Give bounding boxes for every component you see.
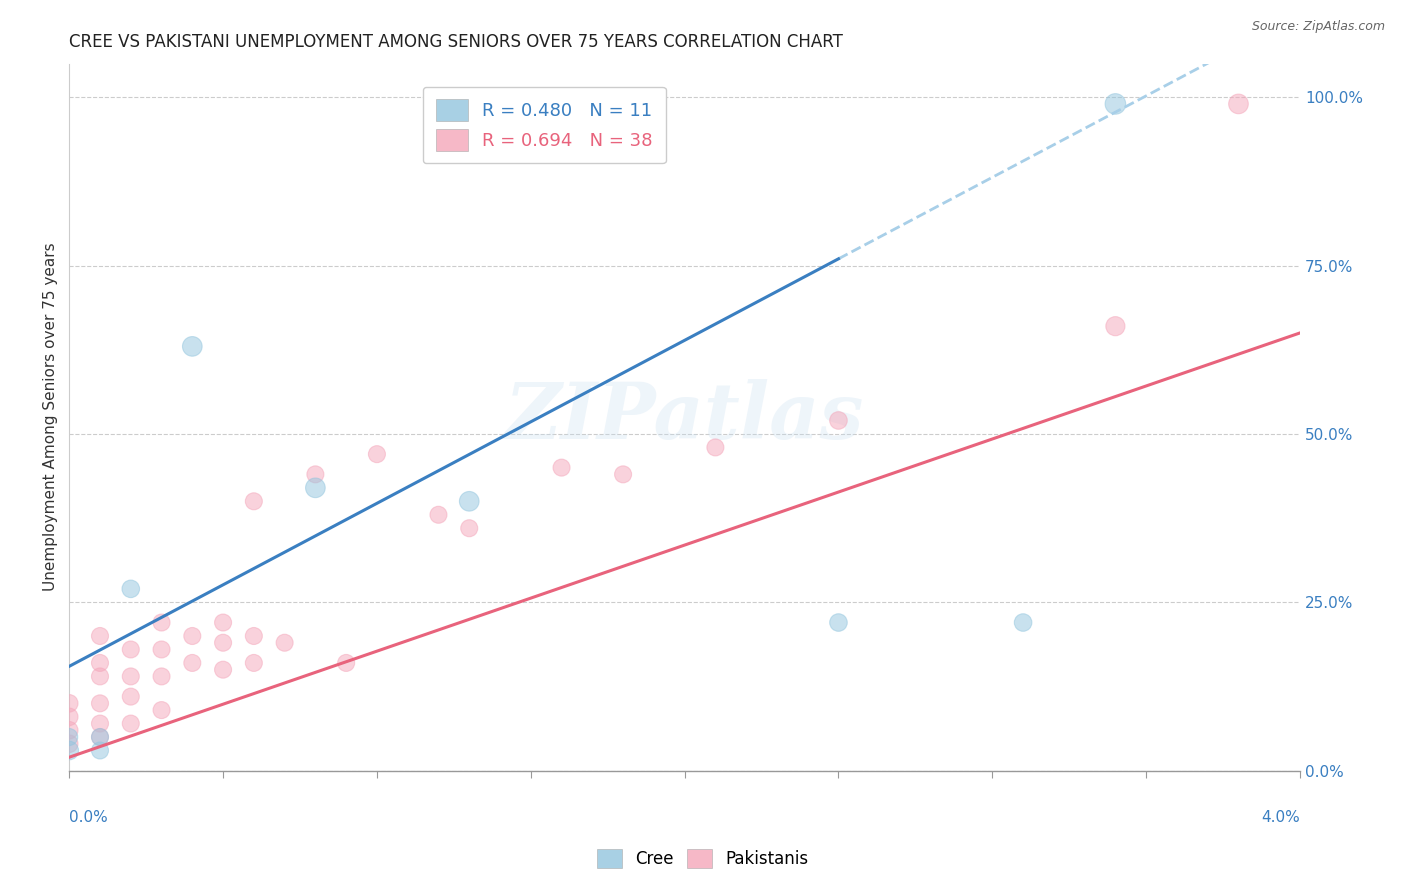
Point	[243, 629, 266, 643]
Text: 0.0%: 0.0%	[69, 810, 108, 824]
Point	[89, 629, 111, 643]
Point	[1012, 615, 1035, 630]
Point	[366, 447, 388, 461]
Text: Source: ZipAtlas.com: Source: ZipAtlas.com	[1251, 20, 1385, 33]
Point	[150, 669, 173, 683]
Point	[89, 697, 111, 711]
Text: ZIPatlas: ZIPatlas	[505, 379, 865, 455]
Point	[150, 642, 173, 657]
Point	[120, 642, 142, 657]
Point	[120, 690, 142, 704]
Point	[150, 615, 173, 630]
Point	[181, 339, 204, 353]
Point	[458, 521, 481, 535]
Text: 4.0%: 4.0%	[1261, 810, 1301, 824]
Point	[181, 629, 204, 643]
Point	[827, 615, 849, 630]
Point	[304, 467, 326, 482]
Legend: Cree, Pakistanis: Cree, Pakistanis	[591, 843, 815, 875]
Point	[120, 716, 142, 731]
Point	[120, 669, 142, 683]
Y-axis label: Unemployment Among Seniors over 75 years: Unemployment Among Seniors over 75 years	[44, 243, 58, 591]
Point	[1104, 96, 1126, 111]
Point	[89, 669, 111, 683]
Point	[58, 730, 80, 744]
Point	[550, 460, 572, 475]
Point	[212, 663, 235, 677]
Text: CREE VS PAKISTANI UNEMPLOYMENT AMONG SENIORS OVER 75 YEARS CORRELATION CHART: CREE VS PAKISTANI UNEMPLOYMENT AMONG SEN…	[69, 33, 844, 51]
Point	[427, 508, 450, 522]
Point	[58, 723, 80, 738]
Point	[1104, 319, 1126, 334]
Point	[335, 656, 357, 670]
Legend: R = 0.480   N = 11, R = 0.694   N = 38: R = 0.480 N = 11, R = 0.694 N = 38	[423, 87, 665, 163]
Point	[58, 697, 80, 711]
Point	[58, 737, 80, 751]
Point	[273, 636, 295, 650]
Point	[827, 413, 849, 427]
Point	[181, 656, 204, 670]
Point	[58, 743, 80, 757]
Point	[243, 656, 266, 670]
Point	[150, 703, 173, 717]
Point	[304, 481, 326, 495]
Point	[89, 730, 111, 744]
Point	[89, 730, 111, 744]
Point	[243, 494, 266, 508]
Point	[212, 636, 235, 650]
Point	[89, 656, 111, 670]
Point	[58, 710, 80, 724]
Point	[120, 582, 142, 596]
Point	[212, 615, 235, 630]
Point	[704, 441, 727, 455]
Point	[1227, 96, 1250, 111]
Point	[612, 467, 634, 482]
Point	[89, 716, 111, 731]
Point	[89, 743, 111, 757]
Point	[458, 494, 481, 508]
